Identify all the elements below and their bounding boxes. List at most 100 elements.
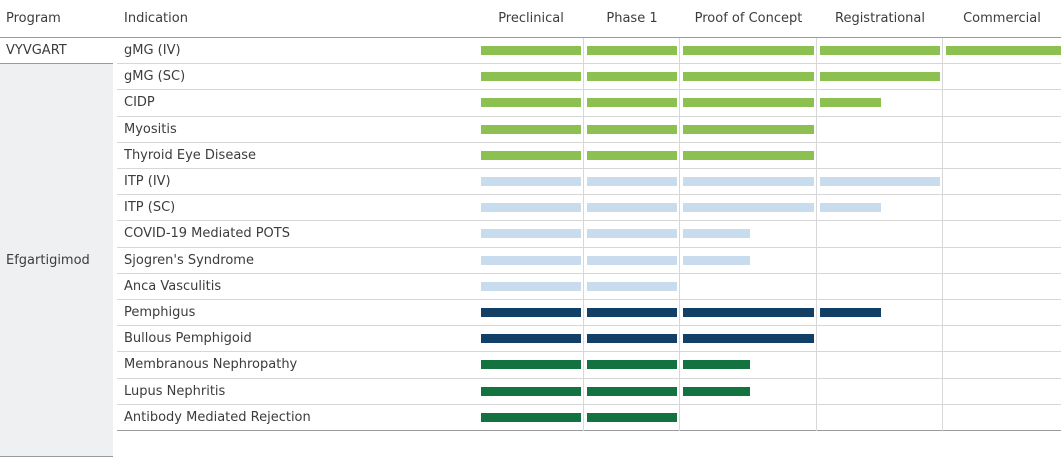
table-row: Lupus Nephritis [117, 379, 1061, 405]
table-row: COVID-19 Mediated POTS [117, 221, 1061, 247]
row-divider [117, 63, 1061, 65]
progress-bar-segment [481, 177, 581, 186]
phase-header-registrational: Registrational [835, 11, 925, 26]
progress-bar-partial-segment [683, 360, 750, 370]
progress-bar-segment [481, 360, 581, 370]
table-row: Pemphigus [117, 300, 1061, 326]
progress-bar-segment [481, 229, 581, 239]
progress-bar-segment [587, 98, 677, 108]
progress-bar-segment [683, 150, 814, 160]
row-divider [117, 115, 1061, 117]
row-divider [117, 403, 1061, 405]
progress-bar-segment [481, 203, 581, 213]
phase-column-divider [679, 38, 680, 431]
row-divider [117, 168, 1061, 169]
table-row: Anca Vasculitis [117, 274, 1061, 300]
table-row: Membranous Nephropathy [117, 352, 1061, 378]
progress-bar-segment [820, 46, 940, 55]
phase-header-preclinical: Preclinical [498, 11, 564, 26]
progress-bar-segment [481, 281, 581, 291]
table-row: Bullous Pemphigoid [117, 326, 1061, 352]
progress-bar-partial-segment [683, 255, 750, 265]
indication-label: gMG (IV) [124, 43, 181, 58]
progress-bar-partial-segment [820, 98, 881, 108]
progress-bar-segment [587, 386, 677, 396]
program-label: VYVGART [6, 43, 67, 59]
program-divider [0, 63, 113, 65]
table-row: ITP (SC) [117, 195, 1061, 221]
progress-bar-segment [587, 255, 677, 265]
row-divider [117, 377, 1061, 379]
indication-label: Bullous Pemphigoid [124, 331, 252, 347]
progress-bar-segment [683, 98, 814, 108]
phase-header-commercial: Commercial [963, 11, 1041, 26]
phase-column-divider [816, 38, 817, 431]
indication-label: Thyroid Eye Disease [124, 147, 257, 163]
progress-bar-segment [587, 150, 677, 160]
indication-label: Anca Vasculitis [124, 278, 222, 294]
progress-bar-segment [587, 177, 677, 186]
table-row: gMG (SC) [117, 64, 1061, 90]
indication-label: ITP (SC) [124, 200, 176, 216]
indication-label: Antibody Mediated Rejection [124, 409, 311, 425]
row-divider [117, 141, 1061, 143]
progress-bar-segment [587, 124, 677, 134]
progress-bar-segment [481, 46, 581, 55]
progress-bar-segment [587, 203, 677, 213]
progress-bar-segment [481, 124, 581, 134]
row-divider [117, 430, 1061, 431]
progress-bar-partial-segment [683, 386, 750, 396]
row-divider [117, 299, 1061, 300]
progress-bar-segment [820, 72, 940, 82]
progress-bar-segment [683, 46, 814, 55]
progress-bar-segment [683, 308, 814, 317]
progress-bar-segment [587, 229, 677, 239]
table-row: Myositis [117, 117, 1061, 143]
progress-bar-segment [481, 386, 581, 396]
row-divider [117, 351, 1061, 353]
progress-bar-segment [481, 150, 581, 160]
progress-bar-segment [683, 124, 814, 134]
table-row: CIDP [117, 90, 1061, 116]
indication-label: gMG (SC) [124, 69, 186, 85]
progress-bar-segment [481, 412, 581, 422]
progress-bar-segment [481, 255, 581, 265]
row-divider [117, 325, 1061, 327]
progress-bar-segment [587, 281, 677, 291]
progress-bar-partial-segment [683, 229, 750, 239]
phase-column-divider [942, 38, 943, 431]
indication-label: Lupus Nephritis [124, 383, 226, 399]
indication-label: Pemphigus [124, 305, 196, 320]
indication-label: Sjogren's Syndrome [124, 252, 254, 268]
indication-label: Membranous Nephropathy [124, 357, 298, 373]
program-background [0, 64, 113, 457]
progress-bar-segment [481, 72, 581, 82]
table-row: gMG (IV) [117, 38, 1061, 64]
table-row: Sjogren's Syndrome [117, 248, 1061, 274]
row-divider [117, 272, 1061, 274]
progress-bar-partial-segment [820, 308, 881, 317]
phase-column-divider [583, 38, 584, 431]
phase-header-phase-1: Phase 1 [606, 11, 658, 26]
progress-bar-segment [587, 334, 677, 344]
progress-bar-segment [587, 72, 677, 82]
progress-bar-segment [683, 72, 814, 82]
table-row: Thyroid Eye Disease [117, 143, 1061, 169]
progress-bar-segment [683, 203, 814, 213]
header-divider [0, 37, 1061, 38]
indication-label: COVID-19 Mediated POTS [124, 226, 290, 242]
indication-label: ITP (IV) [124, 174, 171, 189]
indication-label: CIDP [124, 95, 155, 111]
indication-column-header: Indication [124, 11, 188, 26]
progress-bar-segment [820, 177, 940, 186]
progress-bar-segment [587, 360, 677, 370]
progress-bar-segment [587, 46, 677, 55]
progress-bar-partial-segment [820, 203, 881, 213]
progress-bar-segment [587, 308, 677, 317]
row-divider [117, 89, 1061, 91]
phase-header-proof-of-concept: Proof of Concept [694, 11, 803, 26]
progress-bar-segment [481, 98, 581, 108]
program-label: Efgartigimod [6, 252, 90, 268]
progress-bar-segment [946, 46, 1061, 55]
row-divider [117, 246, 1061, 248]
